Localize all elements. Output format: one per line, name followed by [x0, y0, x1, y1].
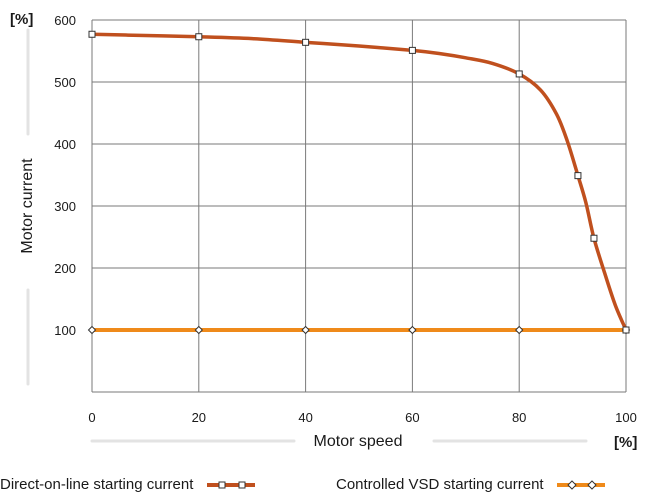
y-tick-label: 500	[54, 75, 76, 90]
data-point-diamond	[514, 325, 524, 335]
legend-swatch-diamond-markers	[556, 480, 605, 490]
data-point-square	[622, 326, 630, 334]
data-point-diamond	[408, 325, 417, 335]
y-tick-label: 100	[54, 323, 76, 338]
data-point-square	[590, 234, 598, 242]
data-point-square	[195, 33, 203, 41]
axis-labels: [%] [%] Motor speed Motor current	[10, 11, 637, 451]
series-line	[91, 32, 628, 331]
legend-label: Direct-on-line starting current	[0, 476, 194, 493]
x-tick-label: 40	[298, 410, 312, 425]
axes: 0 20 40 60 80 100 100 200 300 400 500 600	[26, 13, 637, 443]
legend: Direct-on-line starting current Controll…	[0, 476, 651, 500]
x-tick-label: 60	[405, 410, 419, 425]
data-point-diamond	[194, 325, 204, 335]
x-axis-unit: [%]	[614, 434, 637, 451]
data-point-diamond	[301, 325, 310, 335]
y-tick-label: 600	[54, 13, 76, 28]
data-point-diamond	[87, 325, 97, 335]
x-tick-label: 0	[88, 410, 95, 425]
x-tick-label: 100	[615, 410, 637, 425]
x-tick-label: 20	[192, 410, 206, 425]
series-layer	[87, 30, 631, 335]
data-point-square	[302, 38, 310, 46]
data-point-square	[408, 46, 416, 54]
x-tick-label: 80	[512, 410, 526, 425]
y-tick-label: 200	[54, 261, 76, 276]
series-controlled-vsd	[87, 325, 631, 335]
legend-item-controlled-vsd: Controlled VSD starting current	[336, 476, 606, 493]
data-point-square	[574, 172, 582, 180]
series-direct-on-line	[88, 30, 630, 334]
legend-swatch-square-markers	[206, 481, 255, 489]
y-tick-label: 300	[54, 199, 76, 214]
x-axis-label: Motor speed	[314, 433, 403, 450]
y-axis-unit: [%]	[10, 11, 33, 28]
data-point-square	[88, 30, 96, 38]
y-axis-label: Motor current	[19, 158, 36, 254]
gridlines	[91, 19, 627, 392]
y-tick-label: 400	[54, 137, 76, 152]
data-point-square	[515, 70, 523, 78]
legend-label: Controlled VSD starting current	[336, 476, 544, 493]
legend-item-direct-on-line: Direct-on-line starting current	[0, 476, 256, 493]
